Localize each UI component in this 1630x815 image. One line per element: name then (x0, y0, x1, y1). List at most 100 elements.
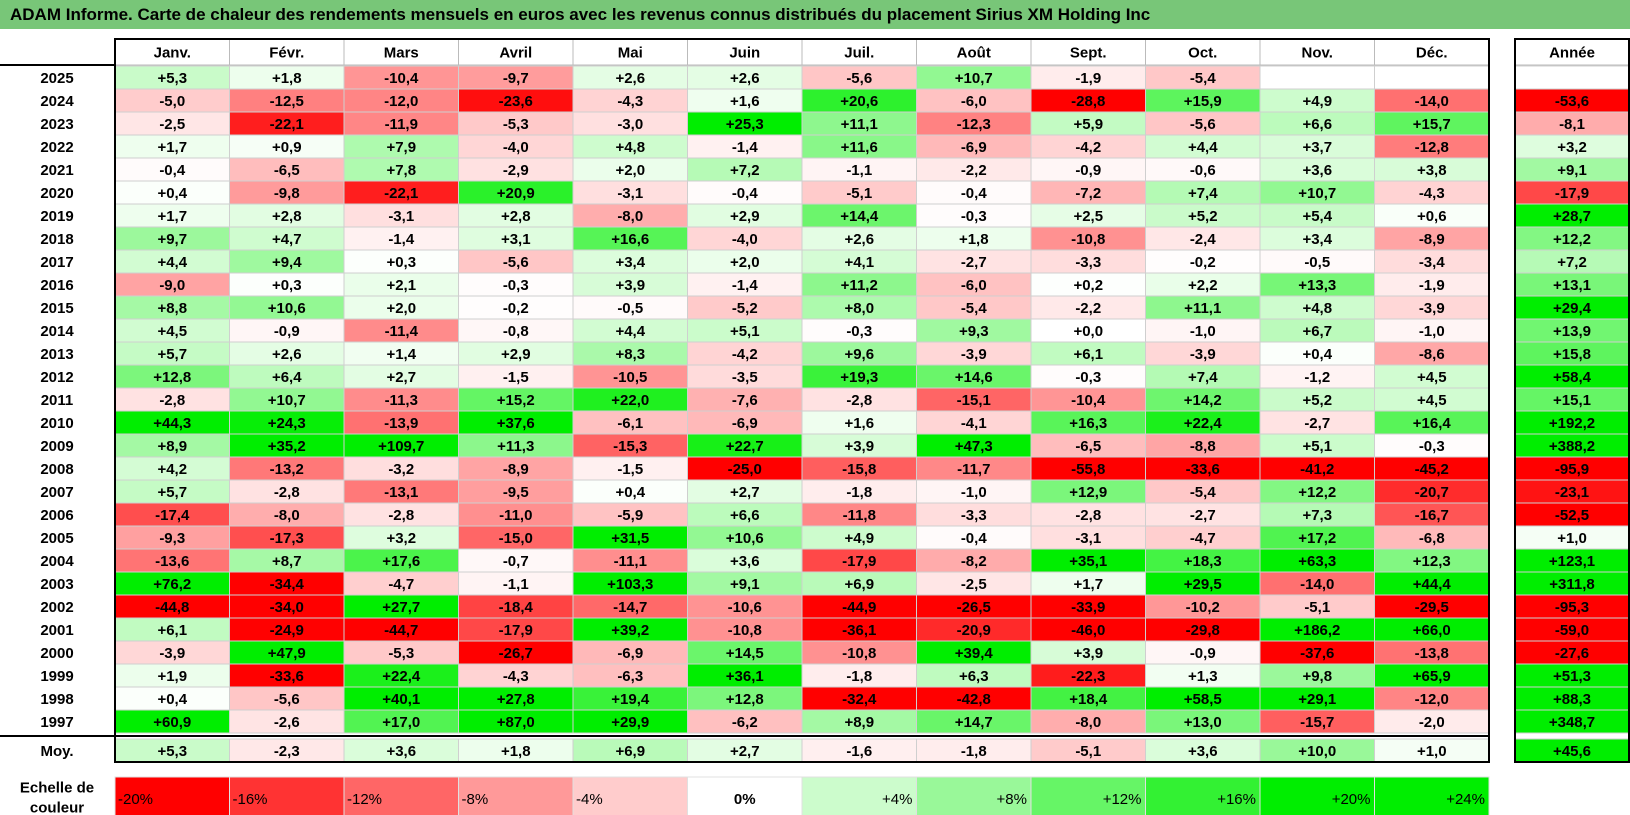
heat-cell-value: -1,4 (732, 139, 759, 156)
annual-table-border (1514, 38, 1630, 763)
heat-cell-value: -3,1 (1075, 530, 1101, 547)
annual-cell-value: +348,7 (1549, 714, 1595, 731)
heat-cell-value: +8,7 (272, 553, 302, 570)
heat-cell-value: +1,6 (730, 93, 760, 110)
scale-step-label: +20% (1332, 791, 1371, 808)
chart-title: ADAM Informe. Carte de chaleur des rende… (0, 0, 1630, 29)
heat-cell-value: -0,5 (617, 300, 643, 317)
heat-cell-value: -5,0 (159, 93, 185, 110)
row-year-label: 2001 (40, 622, 73, 639)
annual-cell-value: +3,2 (1557, 139, 1587, 156)
heat-cell-value: +4,8 (615, 139, 645, 156)
column-header-cell (1030, 38, 1146, 66)
heat-cell-value: -2,2 (961, 162, 987, 179)
column-header: Mars (384, 45, 419, 62)
heat-cell-value: +0,4 (615, 484, 645, 501)
heat-cell-value: +4,4 (157, 254, 187, 271)
heat-cell-value: +1,7 (157, 208, 187, 225)
heat-cell-value: -0,2 (1190, 254, 1216, 271)
row-year-label: 2020 (40, 185, 73, 202)
heat-cell-value: +4,4 (1188, 139, 1218, 156)
heat-cell-value: -1,9 (1419, 277, 1445, 294)
heat-cell-value: -23,6 (499, 93, 533, 110)
average-cell-value: +5,3 (157, 743, 187, 760)
heat-cell-value: +18,3 (1184, 553, 1222, 570)
row-year-label: 1999 (40, 668, 73, 685)
heat-cell-value: +1,7 (157, 139, 187, 156)
column-header: Août (957, 45, 991, 62)
heat-cell-value: +0,3 (272, 277, 302, 294)
heat-cell-value: +6,6 (730, 507, 760, 524)
heat-cell-value: +17,6 (382, 553, 420, 570)
heat-cell-value: +15,2 (497, 392, 535, 409)
heat-cell-value: -1,8 (846, 668, 872, 685)
heat-cell-value: -5,6 (846, 70, 872, 87)
annual-cell-value: +12,2 (1553, 231, 1591, 248)
annual-cell-value: +29,4 (1553, 300, 1592, 317)
heat-cell-value: +8,8 (157, 300, 187, 317)
heat-cell-value: -3,1 (388, 208, 414, 225)
column-header: Sept. (1070, 45, 1107, 62)
heat-cell-value: -14,0 (1300, 576, 1334, 593)
heat-cell-value: -11,7 (957, 461, 990, 478)
heat-cell-value: +0,3 (386, 254, 416, 271)
heat-cell-value: -5,4 (961, 300, 988, 317)
heat-cell-value: -32,4 (842, 691, 877, 708)
scale-swatch (229, 776, 345, 815)
heat-cell-value: +4,8 (1302, 300, 1332, 317)
heat-cell-value: +3,9 (1073, 645, 1103, 662)
heat-cell-value: +11,3 (497, 438, 534, 455)
heat-cell-value: -0,9 (274, 323, 300, 340)
annual-cell-value: +51,3 (1553, 668, 1591, 685)
row-year-label: 2006 (40, 507, 73, 524)
row-year-label: 2021 (40, 162, 73, 179)
heat-cell-value: -2,8 (846, 392, 872, 409)
column-header: Avril (499, 45, 532, 62)
heat-cell-value: +87,0 (497, 714, 535, 731)
heat-cell-value: -0,4 (961, 530, 988, 547)
heat-cell-value: -4,3 (503, 668, 529, 685)
heat-cell-value: +76,2 (153, 576, 191, 593)
column-header: Mai (618, 45, 643, 62)
heat-cell-value: -2,8 (159, 392, 185, 409)
heat-cell-value: -5,9 (617, 507, 643, 524)
heat-cell-value: -2,2 (1075, 300, 1101, 317)
heat-cell-value: -11,1 (614, 553, 647, 570)
heat-cell-value: -22,1 (270, 116, 304, 133)
annual-cell-value: -59,0 (1555, 622, 1589, 639)
heat-cell-value: -8,0 (274, 507, 300, 524)
heat-cell-value: +36,1 (726, 668, 764, 685)
heat-cell-value: +109,7 (378, 438, 424, 455)
heat-cell-value: +4,9 (844, 530, 874, 547)
scale-step-label: -12% (347, 791, 382, 808)
column-header-cell (343, 38, 459, 66)
heat-cell-value: +0,4 (157, 691, 187, 708)
heat-cell-value: -1,4 (732, 277, 759, 294)
heat-cell-value: +2,5 (1073, 208, 1103, 225)
heat-cell-value: +40,1 (382, 691, 420, 708)
heat-cell-value: +1,3 (1188, 668, 1218, 685)
heat-cell-value: -2,0 (1419, 714, 1445, 731)
heat-cell-value: -3,0 (617, 116, 643, 133)
heat-cell-value: +29,5 (1184, 576, 1222, 593)
heat-cell-value: +16,6 (611, 231, 649, 248)
heat-cell-value: +44,3 (153, 415, 191, 432)
heat-cell-value: +2,8 (501, 208, 531, 225)
heat-cell-value: -0,3 (846, 323, 872, 340)
heat-cell-value: -28,8 (1071, 93, 1105, 110)
heat-cell-value: +10,7 (268, 392, 306, 409)
heat-cell-value: +8,9 (844, 714, 874, 731)
heat-cell-value: +0,0 (1073, 323, 1103, 340)
heat-cell-value: +1,9 (157, 668, 187, 685)
heat-cell-value: +7,4 (1188, 185, 1218, 202)
heat-cell-value: +3,8 (1417, 162, 1447, 179)
heat-cell-value: +60,9 (153, 714, 191, 731)
heat-cell-value: -2,8 (274, 484, 300, 501)
heat-cell-value: +31,5 (611, 530, 649, 547)
heat-cell-value: -12,0 (384, 93, 418, 110)
heat-cell-value: -1,5 (617, 461, 643, 478)
annual-cell-value: +15,1 (1553, 392, 1591, 409)
heat-cell-value: -5,4 (1190, 70, 1217, 87)
heat-cell-value: -3,9 (159, 645, 185, 662)
scale-swatch (1145, 776, 1261, 815)
